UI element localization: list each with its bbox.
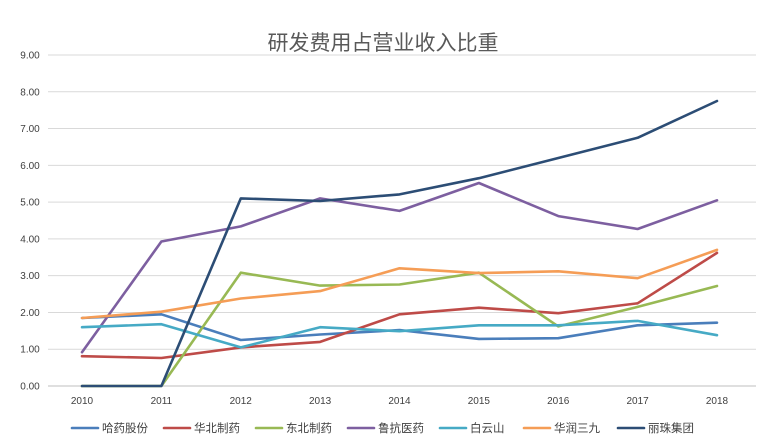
y-tick-label: 3.00 [20,271,40,282]
legend-label: 华北制药 [194,421,240,435]
x-tick-label: 2012 [230,396,253,407]
series-line-2 [80,251,719,360]
y-tick-label: 6.00 [20,161,40,172]
x-tick-label: 2010 [71,396,94,407]
legend-label: 白云山 [470,421,505,435]
series-line-5 [80,319,719,349]
y-tick-label: 7.00 [20,124,40,135]
x-axis-ticks: 2010 2011 2012 2013 2014 2015 2016 2017 2018 [71,396,729,407]
y-tick-label: 0.00 [20,382,40,393]
y-tick-label: 9.00 [20,51,40,62]
x-tick-label: 2017 [627,396,650,407]
x-tick-label: 2016 [547,396,570,407]
legend-label: 鲁抗医药 [378,421,424,435]
series-line-6 [80,248,719,320]
x-tick-label: 2011 [151,396,173,407]
y-tick-label: 5.00 [20,198,40,209]
series-line-4 [80,181,719,354]
gridlines [48,54,756,387]
x-tick-label: 2018 [706,396,729,407]
legend-label: 哈药股份 [102,421,148,435]
series-line-1 [80,312,719,342]
x-tick-label: 2013 [309,396,332,407]
y-tick-label: 2.00 [20,308,40,319]
x-tick-label: 2014 [388,396,411,407]
y-tick-label: 1.00 [20,345,40,356]
legend-label: 华润三九 [554,421,600,435]
y-axis-ticks: 0.00 1.00 2.00 3.00 4.00 5.00 6.00 7.00 8.00 9.00 [20,51,40,393]
series-line-7 [80,99,719,388]
series-lines [80,99,719,388]
legend-label: 丽珠集团 [648,421,694,435]
series-line-3 [80,271,719,388]
y-tick-label: 8.00 [20,87,40,98]
x-tick-label: 2015 [468,396,491,407]
chart-title: 研发费用占营业收入比重 [268,31,499,55]
y-tick-label: 4.00 [20,234,40,245]
legend-label: 东北制药 [286,421,332,435]
legend: 哈药股份 华北制药 东北制药 鲁抗医药 白云山 华润三九 丽珠集团 [70,421,694,435]
